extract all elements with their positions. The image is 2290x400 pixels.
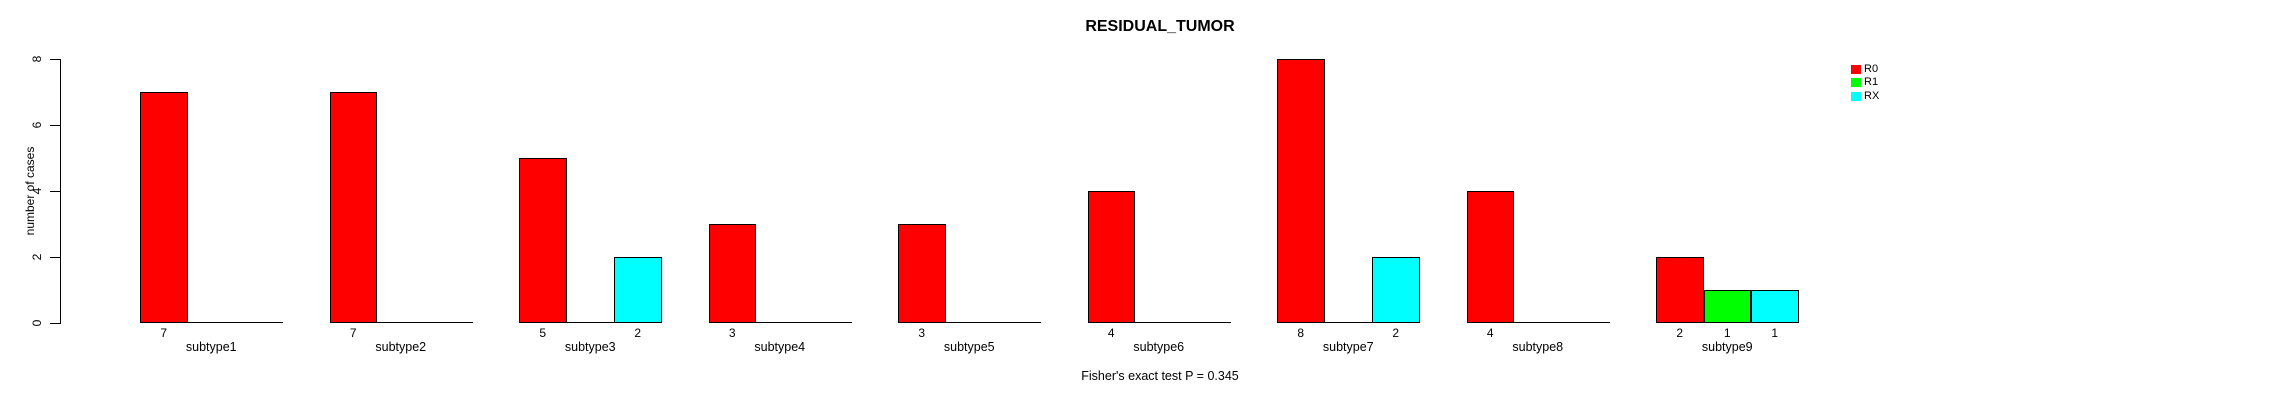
y-axis-tick-label-text: 2	[30, 253, 44, 261]
legend-item-rx: RX	[1851, 89, 1880, 102]
bar-r0-subtype4	[708, 224, 756, 323]
bar-group-baseline	[1277, 322, 1420, 323]
bar-count-label: 4	[1486, 326, 1494, 340]
category-label-subtype5: subtype5	[943, 340, 995, 354]
bar-group-baseline	[329, 322, 473, 323]
bar-group-baseline	[519, 322, 662, 323]
bar-rx-subtype3	[614, 257, 662, 323]
bar-count-label: 3	[728, 326, 736, 340]
bar-r1-subtype9	[1703, 290, 1751, 323]
category-label-subtype4: subtype4	[754, 340, 806, 354]
y-axis-tick-label-text: 6	[30, 121, 44, 129]
category-label-subtype2: subtype2	[375, 340, 427, 354]
legend: R0 R1 RX	[1851, 63, 1880, 105]
bar-count-label: 2	[634, 326, 642, 340]
legend-item-r1: R1	[1851, 76, 1879, 89]
bar-count-label: 4	[1107, 326, 1115, 340]
y-axis-tick	[50, 125, 60, 126]
bar-r0-subtype5	[898, 224, 946, 323]
y-axis-tick	[50, 257, 60, 258]
category-label-subtype8: subtype8	[1512, 340, 1564, 354]
bar-count-label: 1	[1723, 326, 1731, 340]
bar-r0-subtype8	[1466, 191, 1514, 323]
bar-count-label: 5	[539, 326, 547, 340]
category-label-subtype7: subtype7	[1322, 340, 1374, 354]
y-axis-tick-label-text: 0	[30, 319, 44, 327]
legend-swatch-rx	[1851, 91, 1861, 101]
bar-group-baseline	[1087, 322, 1231, 323]
category-label-subtype9: subtype9	[1701, 340, 1753, 354]
y-axis-tick	[50, 191, 60, 192]
y-axis-tick-label-text: 8	[30, 55, 44, 63]
y-axis-tick	[50, 323, 60, 324]
legend-label: RX	[1864, 89, 1880, 102]
legend-item-r0: R0	[1851, 63, 1879, 76]
bar-count-label: 7	[349, 326, 357, 340]
bar-r0-subtype7	[1277, 59, 1325, 323]
legend-label: R0	[1864, 63, 1879, 76]
category-label-subtype3: subtype3	[564, 340, 616, 354]
bar-group-baseline	[708, 322, 852, 323]
bar-rx-subtype7	[1372, 257, 1420, 323]
category-label-subtype6: subtype6	[1133, 340, 1185, 354]
y-axis-tick-label-text: 4	[30, 187, 44, 195]
legend-swatch-r0	[1851, 65, 1861, 75]
bar-r0-subtype3	[519, 158, 567, 323]
bar-count-label: 8	[1297, 326, 1305, 340]
bar-r0-subtype6	[1087, 191, 1135, 323]
fisher-test-annotation: Fisher's exact test P = 0.345	[1081, 369, 1239, 383]
bar-group-baseline	[1466, 322, 1610, 323]
bar-r0-subtype9	[1656, 257, 1704, 323]
bar-count-label: 3	[918, 326, 926, 340]
bar-count-label: 1	[1771, 326, 1779, 340]
y-axis-line	[60, 59, 61, 324]
bar-r0-subtype2	[329, 92, 377, 323]
legend-label: R1	[1864, 76, 1879, 89]
bar-count-label: 7	[160, 326, 168, 340]
legend-swatch-r1	[1851, 78, 1861, 88]
bar-group-baseline	[140, 322, 283, 323]
bar-rx-subtype9	[1751, 290, 1799, 323]
y-axis-tick	[50, 59, 60, 60]
bar-group-baseline	[898, 322, 1041, 323]
category-label-subtype1: subtype1	[185, 340, 237, 354]
bar-count-label: 2	[1676, 326, 1684, 340]
bar-count-label: 2	[1392, 326, 1400, 340]
bar-r0-subtype1	[140, 92, 188, 323]
chart-title: RESIDUAL_TUMOR	[1085, 18, 1235, 35]
